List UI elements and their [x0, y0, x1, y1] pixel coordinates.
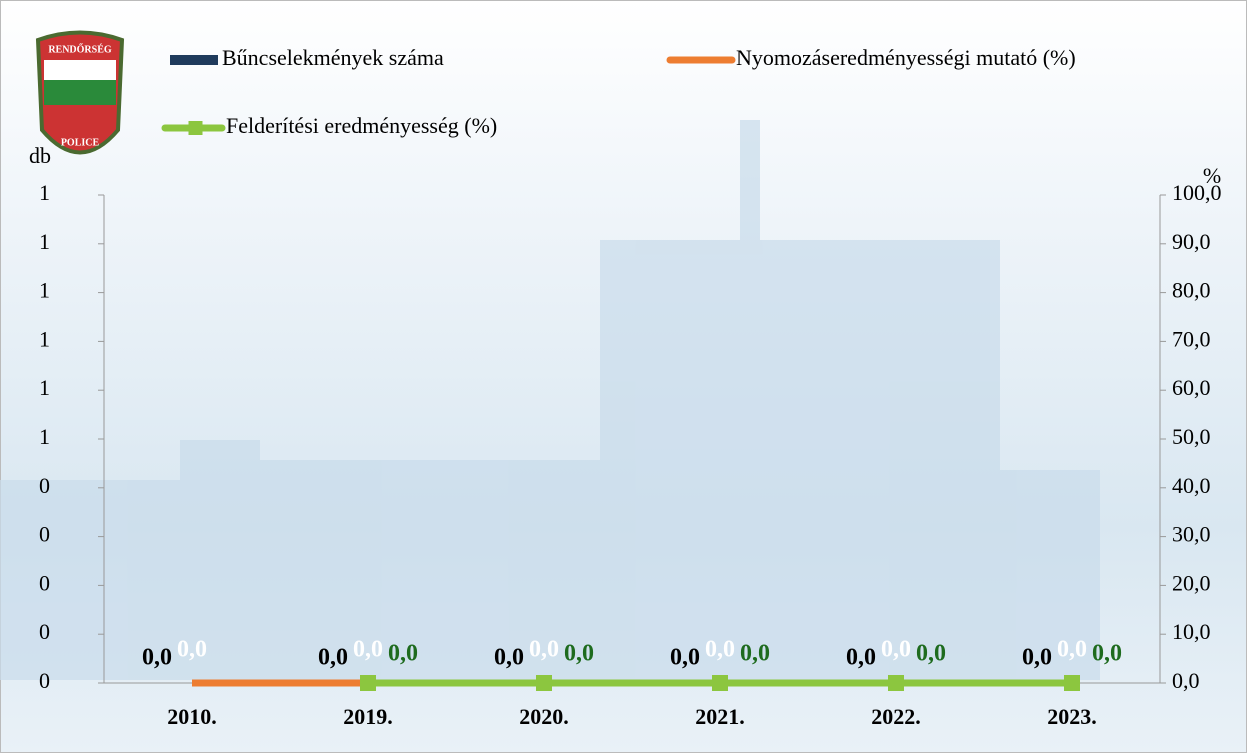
data-label: 0,0 — [564, 641, 594, 667]
y-tick-label: 0 — [39, 473, 50, 498]
legend-label: Felderítési eredményesség (%) — [226, 113, 497, 138]
x-tick-label: 2010. — [167, 704, 217, 729]
y-tick-label: 1 — [39, 278, 50, 303]
marker — [1064, 675, 1080, 691]
data-label: 0,0 — [494, 645, 524, 671]
y2-tick-label: 100,0 — [1172, 180, 1222, 205]
data-label: 0,0 — [1092, 641, 1122, 667]
data-label: 0,0 — [846, 645, 876, 671]
data-label: 0,0 — [318, 645, 348, 671]
logo: RENDŐRSÉG POLICE — [35, 30, 125, 155]
data-label: 0,0 — [388, 641, 418, 667]
data-label: 0,0 — [881, 637, 911, 663]
y2-tick-label: 90,0 — [1172, 229, 1211, 254]
y2-tick-label: 40,0 — [1172, 473, 1211, 498]
y-tick-label: 1 — [39, 424, 50, 449]
y-tick-label: 0 — [39, 619, 50, 644]
legend-marker — [188, 121, 203, 135]
x-tick-label: 2022. — [871, 704, 921, 729]
y2-tick-label: 10,0 — [1172, 619, 1211, 644]
y-tick-label: 1 — [39, 180, 50, 205]
data-label: 0,0 — [142, 645, 172, 671]
legend-swatch — [170, 55, 218, 65]
x-tick-label: 2019. — [343, 704, 393, 729]
marker — [536, 675, 552, 691]
data-label: 0,0 — [670, 645, 700, 671]
building — [0, 120, 1100, 680]
y-tick-label: 1 — [39, 326, 50, 351]
marker — [888, 675, 904, 691]
logo-bottom: POLICE — [61, 137, 100, 148]
y2-tick-label: 80,0 — [1172, 278, 1211, 303]
x-tick-label: 2020. — [519, 704, 569, 729]
data-label: 0,0 — [740, 641, 770, 667]
data-label: 0,0 — [353, 637, 383, 663]
y-tick-label: 0 — [39, 522, 50, 547]
y-tick-label: 1 — [39, 229, 50, 254]
data-label: 0,0 — [177, 637, 207, 663]
y-tick-label: 1 — [39, 375, 50, 400]
y2-tick-label: 60,0 — [1172, 375, 1211, 400]
data-label: 0,0 — [529, 637, 559, 663]
y2-tick-label: 50,0 — [1172, 424, 1211, 449]
y-tick-label: 0 — [39, 570, 50, 595]
y-axis-title: db — [29, 143, 51, 168]
y2-tick-label: 20,0 — [1172, 570, 1211, 595]
legend-label: Nyomozáseredményességi mutató (%) — [736, 45, 1076, 70]
data-label: 0,0 — [1022, 645, 1052, 671]
x-tick-label: 2021. — [695, 704, 745, 729]
y2-axis-title: % — [1203, 163, 1221, 188]
data-label: 0,0 — [1057, 637, 1087, 663]
marker — [712, 675, 728, 691]
data-label: 0,0 — [705, 637, 735, 663]
legend-label: Bűncselekmények száma — [222, 45, 444, 70]
logo-top: RENDŐRSÉG — [48, 43, 112, 55]
y-tick-label: 0 — [39, 668, 50, 693]
data-label: 0,0 — [916, 641, 946, 667]
marker — [360, 675, 376, 691]
y2-tick-label: 0,0 — [1172, 668, 1200, 693]
x-tick-label: 2023. — [1047, 704, 1097, 729]
y2-tick-label: 30,0 — [1172, 522, 1211, 547]
y2-tick-label: 70,0 — [1172, 326, 1211, 351]
